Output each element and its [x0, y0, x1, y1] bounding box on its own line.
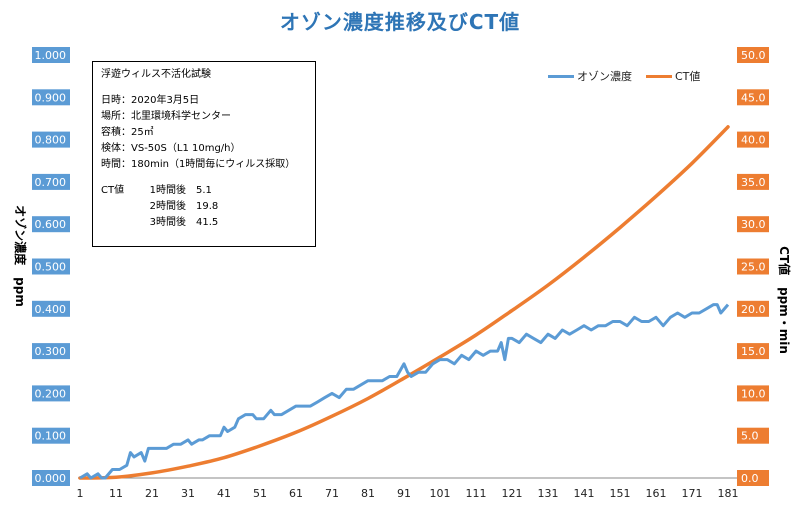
left-y-axis: 0.000 0.100 0.200 0.300 0.400 0.500 0.600 0.700…: [32, 47, 70, 486]
xtick-label: 61: [289, 487, 303, 500]
xtick-label: 101: [430, 487, 451, 500]
right-ytick-box: [737, 258, 769, 275]
ct-series-line: [78, 125, 730, 480]
right-ytick-box: [737, 131, 769, 148]
legend-item-ozone: オゾン濃度: [548, 68, 632, 84]
xtick-label: 91: [397, 487, 411, 500]
legend-swatch-ozone: [548, 74, 574, 78]
left-ytick-box: [32, 258, 70, 275]
info-date: 日時：2020年3月5日: [101, 95, 200, 106]
right-ytick-label: 20.0: [741, 303, 766, 316]
right-ytick-box: [737, 385, 769, 402]
chart-title: オゾン濃度推移及びCT値: [279, 10, 521, 34]
ozone-series-line: [79, 303, 730, 480]
info-time: 時間：180min（1時間毎にウィルス採取）: [101, 159, 296, 170]
right-ytick-box: [737, 343, 769, 360]
xtick-label: 171: [682, 487, 703, 500]
left-axis-title: オゾン濃度 ppm: [13, 205, 28, 307]
right-axis-title: CT値 ppm・min: [777, 246, 792, 354]
left-ytick-label: 0.000: [35, 472, 67, 485]
right-ytick-label: 45.0: [741, 91, 766, 104]
experiment-info-box: 浮遊ウィルス不活化試験 日時：2020年3月5日 場所：北里環境科学センター 容…: [92, 61, 316, 247]
right-ytick-label: 25.0: [741, 261, 766, 274]
right-ytick-box: [737, 173, 769, 190]
ct-row-value: 41.5: [196, 217, 219, 228]
left-ytick-label: 0.200: [35, 387, 67, 400]
right-ytick-label: 0.0: [741, 472, 759, 485]
left-ytick-box: [32, 89, 70, 106]
right-ytick-label: 30.0: [741, 218, 766, 231]
left-ytick-label: 0.800: [35, 134, 67, 147]
xtick-label: 1: [77, 487, 84, 500]
ct-row-value: 19.8: [196, 201, 219, 212]
ct-row-2: 2時間後 19.8: [101, 199, 307, 215]
info-volume: 容積：25㎥: [101, 127, 154, 138]
xtick-label: 31: [181, 487, 195, 500]
right-ytick-box: [737, 470, 769, 486]
legend-item-ct: CT値: [646, 68, 700, 84]
xtick-label: 71: [325, 487, 339, 500]
xtick-label: 151: [610, 487, 631, 500]
left-ytick-label: 0.400: [35, 303, 67, 316]
right-ytick-label: 10.0: [741, 387, 766, 400]
x-axis: 1 11 21 31 41 51 61 71 81 91 101 111 121 131 141 151 161…: [77, 487, 739, 500]
xtick-label: 121: [502, 487, 523, 500]
right-ytick-label: 40.0: [741, 134, 766, 147]
left-ytick-box: [32, 47, 70, 63]
right-ytick-box: [737, 89, 769, 106]
legend-label-ozone: オゾン濃度: [577, 70, 632, 83]
ct-row-label: 3時間後: [149, 217, 186, 228]
ct-row-value: 5.1: [196, 185, 212, 196]
left-ytick-label: 0.100: [35, 430, 67, 443]
ct-row-label: 1時間後: [149, 185, 186, 196]
info-heading: 浮遊ウィルス不活化試験: [101, 69, 211, 80]
left-ytick-label: 0.300: [35, 345, 67, 358]
left-ytick-box: [32, 300, 70, 317]
right-ytick-box: [737, 300, 769, 317]
right-ytick-box: [737, 427, 769, 444]
left-ytick-box: [32, 385, 70, 402]
left-ytick-box: [32, 216, 70, 233]
xtick-label: 131: [538, 487, 559, 500]
left-ytick-box: [32, 427, 70, 444]
right-ytick-label: 15.0: [741, 345, 766, 358]
right-ytick-box: [737, 47, 769, 63]
right-y-axis: 0.0 5.0 10.0 15.0 20.0 25.0 30.0 35.0 40.0 45.0 50…: [737, 47, 769, 486]
legend-swatch-ct: [646, 74, 672, 78]
right-ytick-box: [737, 216, 769, 233]
ct-row-label: 2時間後: [149, 201, 186, 212]
xtick-label: 11: [109, 487, 123, 500]
info-place: 場所：北里環境科学センター: [101, 111, 231, 122]
ct-row-1: CT値 1時間後 5.1: [101, 183, 307, 199]
left-ytick-label: 0.900: [35, 91, 67, 104]
ct-label: CT値: [101, 185, 125, 196]
xtick-label: 141: [574, 487, 595, 500]
left-ytick-label: 0.600: [35, 218, 67, 231]
legend: オゾン濃度 CT値: [548, 68, 700, 84]
right-ytick-label: 50.0: [741, 49, 766, 62]
right-ytick-label: 5.0: [741, 430, 759, 443]
left-ytick-box: [32, 343, 70, 360]
info-sample: 検体：VS-50S（L1 10mg/h）: [101, 143, 241, 154]
left-ytick-label: 0.700: [35, 176, 67, 189]
right-ytick-label: 35.0: [741, 176, 766, 189]
left-ytick-label: 1.000: [35, 49, 67, 62]
xtick-label: 21: [145, 487, 159, 500]
xtick-label: 111: [466, 487, 487, 500]
xtick-label: 181: [718, 487, 739, 500]
left-ytick-box: [32, 173, 70, 190]
left-ytick-label: 0.500: [35, 261, 67, 274]
left-ytick-box: [32, 470, 70, 486]
xtick-label: 51: [253, 487, 267, 500]
left-ytick-box: [32, 131, 70, 148]
xtick-label: 81: [361, 487, 375, 500]
legend-label-ct: CT値: [675, 70, 701, 83]
ct-row-3: 3時間後 41.5: [101, 215, 307, 231]
xtick-label: 41: [217, 487, 231, 500]
xtick-label: 161: [646, 487, 667, 500]
